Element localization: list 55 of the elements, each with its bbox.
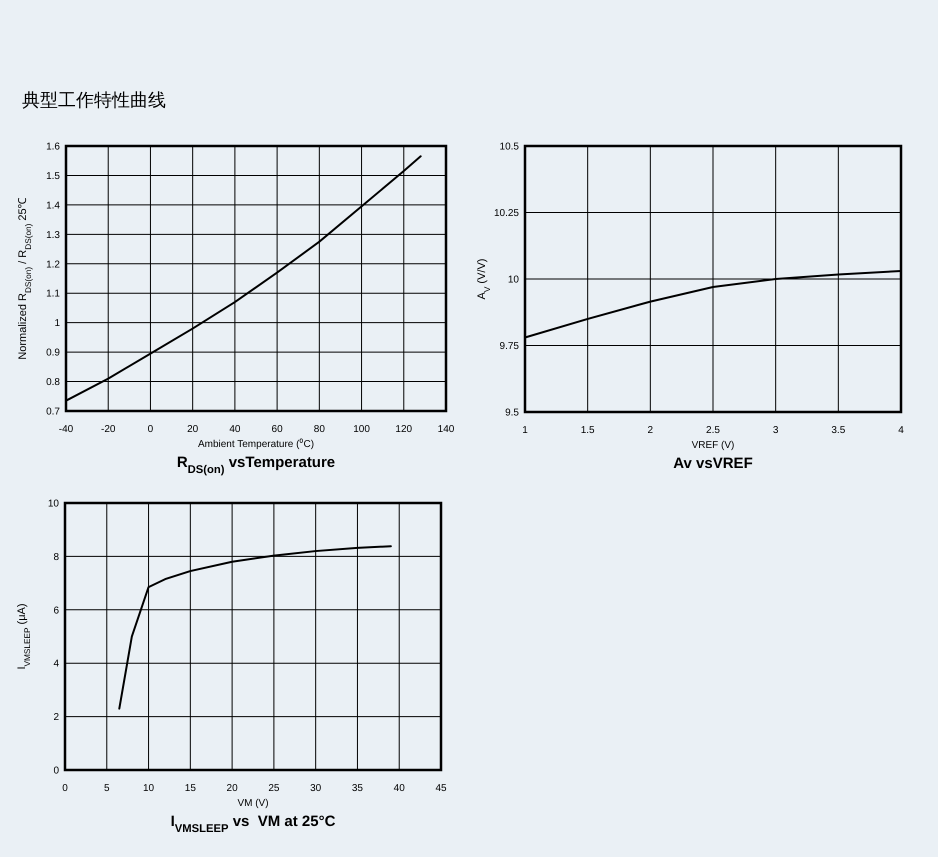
y-tick-label: 9.75 [500, 341, 520, 352]
y-tick-label: 0.9 [46, 348, 60, 359]
y-tick-label: 10 [508, 274, 520, 286]
y-tick-label: 0.7 [46, 406, 60, 418]
text: R$_{DS(on)}$ vsTemperature [176, 454, 336, 476]
x-tick-label: 120 [395, 424, 413, 435]
y-tick-label: 1.5 [46, 170, 60, 182]
x-axis-title: Ambient Temperature (⁰C) [198, 438, 314, 450]
x-tick-label: 35 [352, 783, 364, 794]
y-tick-label: 9.5 [505, 408, 520, 418]
y-tick-label: 10 [48, 498, 60, 510]
x-tick-label: 2 [648, 425, 654, 436]
x-tick-label: 3 [772, 425, 779, 436]
x-tick-label: 4 [898, 425, 904, 436]
y-tick-label: 10.5 [500, 142, 520, 152]
x-tick-label: -20 [100, 424, 116, 435]
y-tick-label: 1 [54, 318, 60, 330]
x-tick-label: 3.5 [831, 425, 846, 436]
x-tick-label: 140 [438, 424, 455, 435]
x-tick-label: 80 [314, 424, 326, 435]
y-tick-label: 1.2 [46, 259, 60, 270]
x-tick-label: 20 [226, 783, 238, 794]
y-tick-label: 2 [53, 712, 60, 724]
x-tick-label: 15 [184, 783, 196, 794]
x-tick-label: 1 [522, 425, 528, 436]
y-tick-label: 1.4 [46, 200, 60, 212]
x-axis-title: VREF (V) [692, 440, 734, 451]
x-tick-label: 2.5 [706, 425, 720, 436]
x-tick-label: 0 [62, 783, 68, 794]
x-tick-label: 45 [435, 783, 447, 794]
x-tick-label: 1.5 [580, 425, 596, 436]
y-tick-label: 0 [53, 766, 60, 776]
x-tick-label: 40 [394, 783, 406, 794]
x-tick-label: 60 [272, 424, 284, 435]
y-tick-label: 4 [53, 658, 60, 670]
y-tick-label: 6 [53, 605, 60, 616]
x-axis-title: VM (V) [237, 798, 269, 809]
y-tick-label: 10.25 [494, 208, 520, 219]
x-tick-label: 0 [148, 424, 154, 435]
y-tick-label: 1.6 [46, 142, 60, 152]
x-tick-label: -40 [58, 424, 74, 435]
x-tick-label: 40 [229, 424, 241, 435]
x-tick-label: 5 [104, 783, 110, 794]
x-tick-label: 100 [353, 424, 370, 435]
text: Av vsVREF [673, 455, 753, 472]
y-tick-label: 1.1 [46, 288, 60, 300]
text: I$_{VMSLEEP}$ vs VM at 25°C [170, 813, 336, 835]
x-tick-label: 25 [268, 783, 280, 794]
x-tick-label: 30 [310, 783, 322, 794]
y-tick-label: 1.3 [46, 230, 60, 241]
x-tick-label: 10 [142, 783, 155, 794]
y-tick-label: 8 [53, 552, 60, 563]
x-tick-label: 20 [187, 424, 199, 435]
y-tick-label: 0.8 [46, 377, 60, 388]
text: 典型工作特性曲线 [22, 90, 166, 110]
